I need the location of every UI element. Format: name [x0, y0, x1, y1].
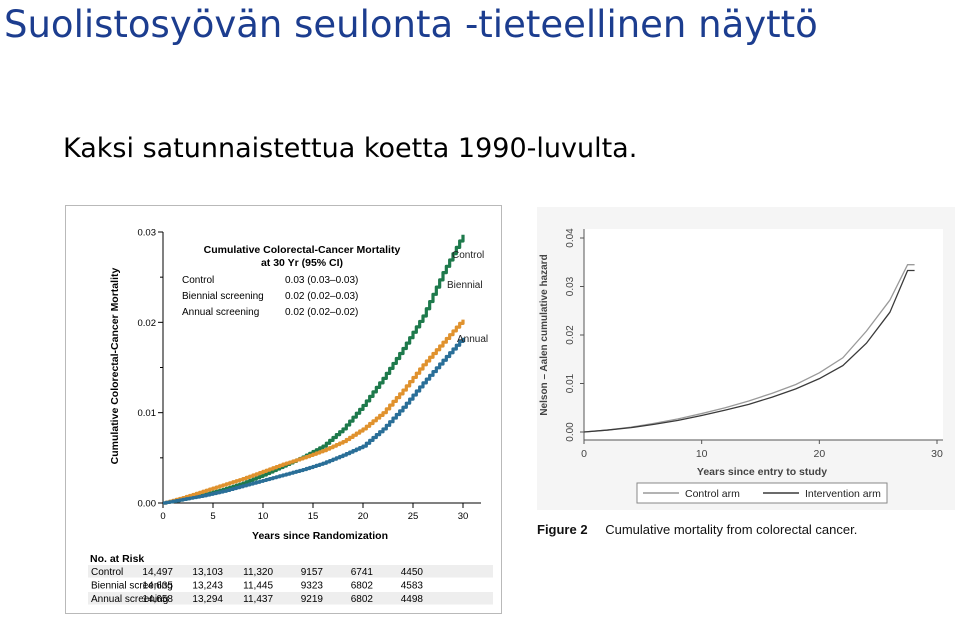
left-x-tick-label: 5: [210, 511, 215, 522]
right-series-line-intervention-arm: [583, 269, 915, 433]
left-x-tick-label: 10: [258, 511, 269, 522]
at-risk-cell: 14,658: [142, 594, 173, 605]
left-x-tick-label: 15: [308, 511, 319, 522]
at-risk-cell: 4498: [401, 594, 424, 605]
at-risk-cell: 6802: [351, 594, 374, 605]
right-x-tick-label: 20: [813, 448, 825, 460]
at-risk-cell: 9323: [301, 581, 324, 592]
at-risk-row-label: Control: [91, 567, 123, 578]
at-risk-cell: 6802: [351, 581, 374, 592]
left-chart-title-line2: at 30 Yr (95% CI): [261, 257, 343, 269]
left-y-tick-label: 0.01: [138, 408, 157, 419]
at-risk-cell: 4583: [401, 581, 424, 592]
right-x-tick-label: 0: [581, 448, 587, 460]
slide-subtitle: Kaksi satunnaistettua koetta 1990-luvult…: [63, 133, 638, 164]
left-y-tick-label: 0.02: [138, 318, 157, 329]
figure-left-mortality-chart: 0.00 0.01 0.02 0.03 0 5 10 15 20 25 30 Cumulative…: [65, 205, 502, 614]
left-x-tick-label: 25: [408, 511, 419, 522]
figure-2-caption-text: Cumulative mortality from colorectal can…: [605, 522, 858, 537]
at-risk-cell: 13,243: [192, 581, 223, 592]
ci-row-label: Annual screening: [182, 307, 259, 318]
left-series-label-control: Control: [452, 250, 484, 261]
ci-row-value: 0.02 (0.02–0.03): [285, 291, 358, 302]
right-legend-label: Control arm: [685, 488, 740, 500]
left-series-line-biennial: [163, 319, 465, 505]
right-y-tick-label: 0.02: [565, 325, 576, 345]
right-x-tick-label: 10: [696, 448, 708, 460]
left-series-label-annual: Annual: [457, 334, 488, 345]
right-plot-area: [584, 229, 943, 440]
figure-2-caption: Figure 2 Cumulative mortality from color…: [537, 522, 857, 537]
at-risk-cell: 14,635: [142, 581, 173, 592]
right-x-axis-label: Years since entry to study: [697, 466, 827, 478]
at-risk-row-bg: [88, 592, 493, 605]
right-legend-label: Intervention arm: [805, 488, 881, 500]
at-risk-cell: 6741: [351, 567, 374, 578]
at-risk-title: No. at Risk: [90, 553, 144, 565]
left-series-line-annual: [163, 337, 465, 505]
left-x-axis-label: Years since Randomization: [252, 530, 388, 542]
right-y-axis-label: Nelson – Aalen cumulative hazard: [539, 254, 550, 415]
at-risk-cell: 11,445: [243, 581, 273, 592]
right-y-tick-label: 0.04: [565, 228, 576, 248]
at-risk-cell: 14,497: [142, 567, 173, 578]
figure-right-hazard-chart: 0.00 0.01 0.02 0.03 0.04 0 10 20 30 Nelson – Aa…: [537, 207, 955, 510]
at-risk-cell: 13,294: [192, 594, 223, 605]
left-x-tick-label: 30: [458, 511, 469, 522]
right-series-line-control-arm: [583, 264, 915, 433]
ci-row-value: 0.02 (0.02–0.02): [285, 307, 358, 318]
at-risk-cell: 11,437: [243, 594, 273, 605]
figure-2-label: Figure 2: [537, 522, 588, 537]
right-y-tick-label: 0.00: [565, 422, 576, 442]
at-risk-row-label: Annual screening: [91, 594, 168, 605]
at-risk-row-bg: [88, 578, 493, 591]
left-y-tick-label: 0.00: [138, 499, 157, 510]
left-chart-title-line1: Cumulative Colorectal-Cancer Mortality: [204, 244, 401, 256]
ci-row-label: Biennial screening: [182, 291, 264, 302]
right-y-tick-label: 0.03: [565, 276, 576, 296]
at-risk-cell: 9157: [301, 567, 324, 578]
right-legend-box: [636, 482, 888, 504]
ci-row-value: 0.03 (0.03–0.03): [285, 275, 358, 286]
at-risk-row-bg: [88, 565, 493, 578]
left-chart-svg: 0.00 0.01 0.02 0.03 0 5 10 15 20 25 30 Cumulative…: [88, 228, 493, 605]
at-risk-row-label: Biennial screening: [91, 581, 173, 592]
left-x-tick-label: 20: [358, 511, 369, 522]
at-risk-cell: 11,320: [243, 567, 273, 578]
ci-row-label: Control: [182, 275, 214, 286]
left-x-tick-label: 0: [160, 511, 165, 522]
slide-title: Suolistosyövän seulonta -tieteellinen nä…: [4, 3, 818, 46]
left-y-axis-label: Cumulative Colorectal-Cancer Mortality: [109, 268, 121, 465]
at-risk-cell: 4450: [401, 567, 424, 578]
at-risk-cell: 13,103: [192, 567, 223, 578]
at-risk-cell: 9219: [301, 594, 324, 605]
right-x-tick-label: 30: [931, 448, 943, 460]
right-y-tick-label: 0.01: [565, 373, 576, 393]
left-y-tick-label: 0.03: [138, 228, 157, 239]
right-chart-svg: 0.00 0.01 0.02 0.03 0.04 0 10 20 30 Nelson – Aa…: [539, 228, 943, 504]
left-series-label-biennial: Biennial: [447, 280, 483, 291]
